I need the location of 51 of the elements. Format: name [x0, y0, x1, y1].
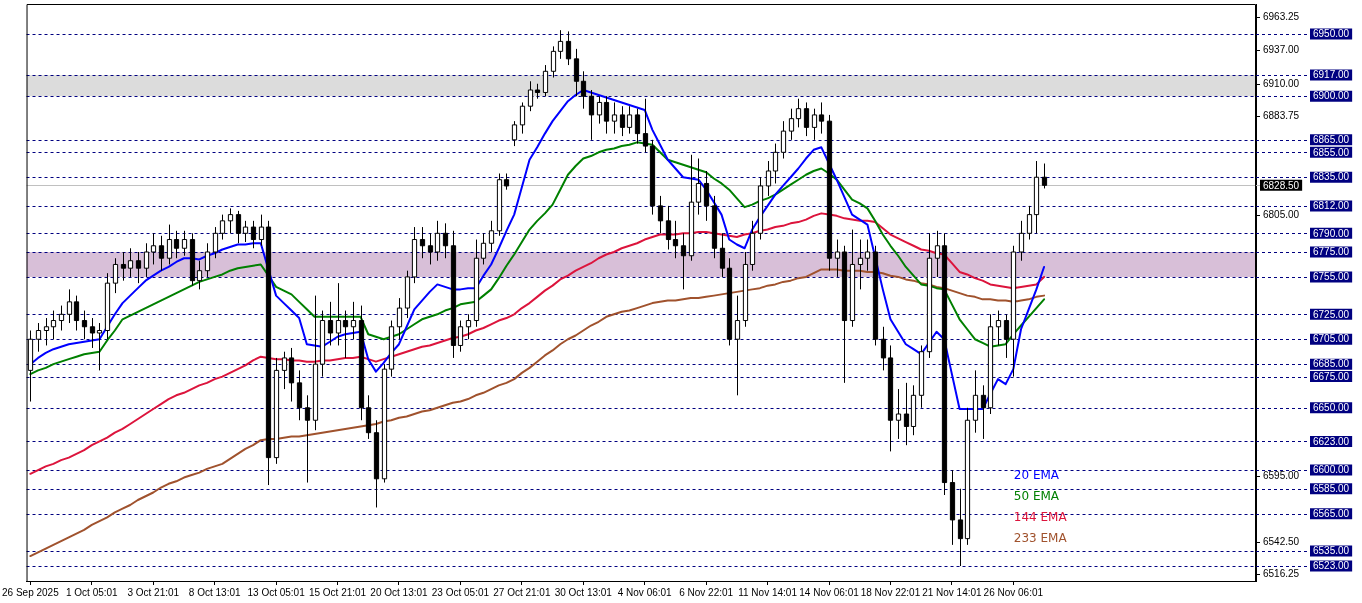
ref-line-label: 6535.00: [1313, 545, 1350, 557]
x-tick-label: 8 Oct 13:01: [188, 586, 241, 598]
x-tick-label: 26 Sep 2025: [2, 586, 60, 598]
ref-line-label: 6650.00: [1313, 402, 1350, 414]
y-tick-label: 6595.00: [1263, 470, 1300, 482]
ref-line-label: 6685.00: [1313, 358, 1350, 370]
x-tick-label: 20 Oct 13:01: [370, 586, 429, 598]
ref-line-label: 6835.00: [1313, 171, 1350, 183]
x-tick-label: 21 Nov 14:01: [922, 586, 983, 598]
x-tick-label: 3 Oct 21:01: [127, 586, 180, 598]
ref-line-label: 6917.00: [1313, 69, 1350, 81]
y-tick-label: 6963.25: [1263, 11, 1300, 23]
y-tick-label: 6910.00: [1263, 78, 1300, 90]
x-tick-label: 15 Oct 21:01: [308, 586, 367, 598]
ref-line-label: 6675.00: [1313, 370, 1350, 382]
text: 20 EMA: [1013, 468, 1060, 483]
ref-line-label: 6600.00: [1313, 464, 1350, 476]
ref-line-label: 6865.00: [1313, 134, 1350, 146]
x-tick-label: 13 Oct 05:01: [247, 586, 306, 598]
ref-line-label: 6585.00: [1313, 483, 1350, 495]
text: 144 EMA: [1013, 510, 1068, 525]
text: 233 EMA: [1013, 531, 1068, 546]
y-tick-label: 6516.25: [1263, 568, 1300, 580]
ref-line-label: 6705.00: [1313, 333, 1350, 345]
ref-line-label: 6775.00: [1313, 246, 1350, 258]
ref-line-label: 6523.00: [1313, 560, 1350, 572]
ref-line-label: 6812.00: [1313, 200, 1350, 212]
ref-line-label: 6855.00: [1313, 146, 1350, 158]
y-tick-label: 6883.75: [1263, 110, 1300, 122]
ref-line-label: 6755.00: [1313, 271, 1350, 283]
x-tick-label: 30 Oct 13:01: [554, 586, 613, 598]
y-tick-label: 6937.00: [1263, 44, 1300, 56]
x-tick-label: 4 Nov 06:01: [617, 586, 673, 598]
ref-line-label: 6623.00: [1313, 435, 1350, 447]
ref-line-label: 6828.50: [1263, 179, 1300, 191]
text: 50 EMA: [1013, 489, 1060, 504]
ref-line-label: 6565.00: [1313, 507, 1350, 519]
y-tick-label: 6542.50: [1263, 536, 1300, 548]
ref-line-label: 6950.00: [1313, 28, 1350, 40]
y-tick-label: 6805.00: [1263, 209, 1300, 221]
ref-line-label: 6900.00: [1313, 90, 1350, 102]
x-tick-label: 26 Nov 06:01: [983, 586, 1044, 598]
x-tick-label: 1 Oct 05:01: [65, 586, 119, 598]
x-tick-label: 23 Oct 05:01: [431, 586, 490, 598]
ref-line-label: 6790.00: [1313, 227, 1350, 239]
x-tick-label: 18 Nov 22:01: [860, 586, 921, 598]
x-tick-label: 11 Nov 14:01: [738, 586, 798, 598]
ref-line-label: 6725.00: [1313, 308, 1350, 320]
x-tick-label: 27 Oct 21:01: [493, 586, 551, 598]
x-tick-label: 14 Nov 06:01: [799, 586, 860, 598]
x-tick-label: 6 Nov 22:01: [679, 586, 734, 598]
